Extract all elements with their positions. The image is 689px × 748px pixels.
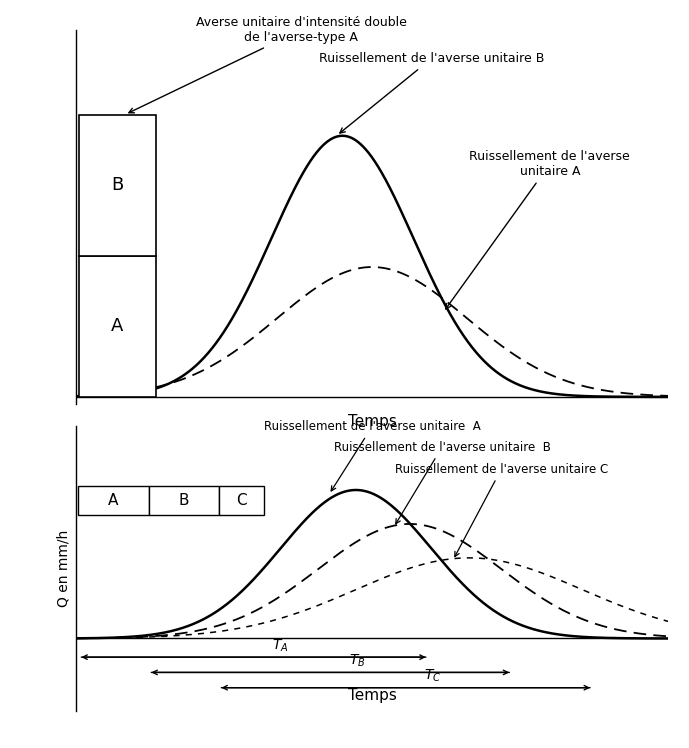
Bar [149,485,218,515]
Bar [218,485,265,515]
Bar [79,485,149,515]
Text: A: A [108,493,119,508]
Text: $T_C$: $T_C$ [424,668,441,684]
Text: B: B [111,177,123,194]
Text: Temps: Temps [348,688,396,703]
Bar [79,114,156,256]
Text: $T_A$: $T_A$ [272,637,289,654]
Text: C: C [236,493,247,508]
Text: Ruissellement de l'averse
unitaire A: Ruissellement de l'averse unitaire A [446,150,630,309]
Text: Ruissellement de l'averse unitaire  A: Ruissellement de l'averse unitaire A [264,420,480,491]
Text: Ruissellement de l'averse unitaire B: Ruissellement de l'averse unitaire B [318,52,544,133]
Y-axis label: Q en mm/h: Q en mm/h [56,530,70,607]
Text: Ruissellement de l'averse unitaire  B: Ruissellement de l'averse unitaire B [333,441,551,524]
Text: Ruissellement de l'averse unitaire C: Ruissellement de l'averse unitaire C [395,462,608,557]
Text: Averse unitaire d'intensité double
de l'averse-type A: Averse unitaire d'intensité double de l'… [129,16,407,113]
Text: Temps: Temps [348,414,396,429]
Text: A: A [111,317,123,335]
Text: B: B [178,493,189,508]
Bar [79,256,156,397]
Text: $T_B$: $T_B$ [349,652,366,669]
